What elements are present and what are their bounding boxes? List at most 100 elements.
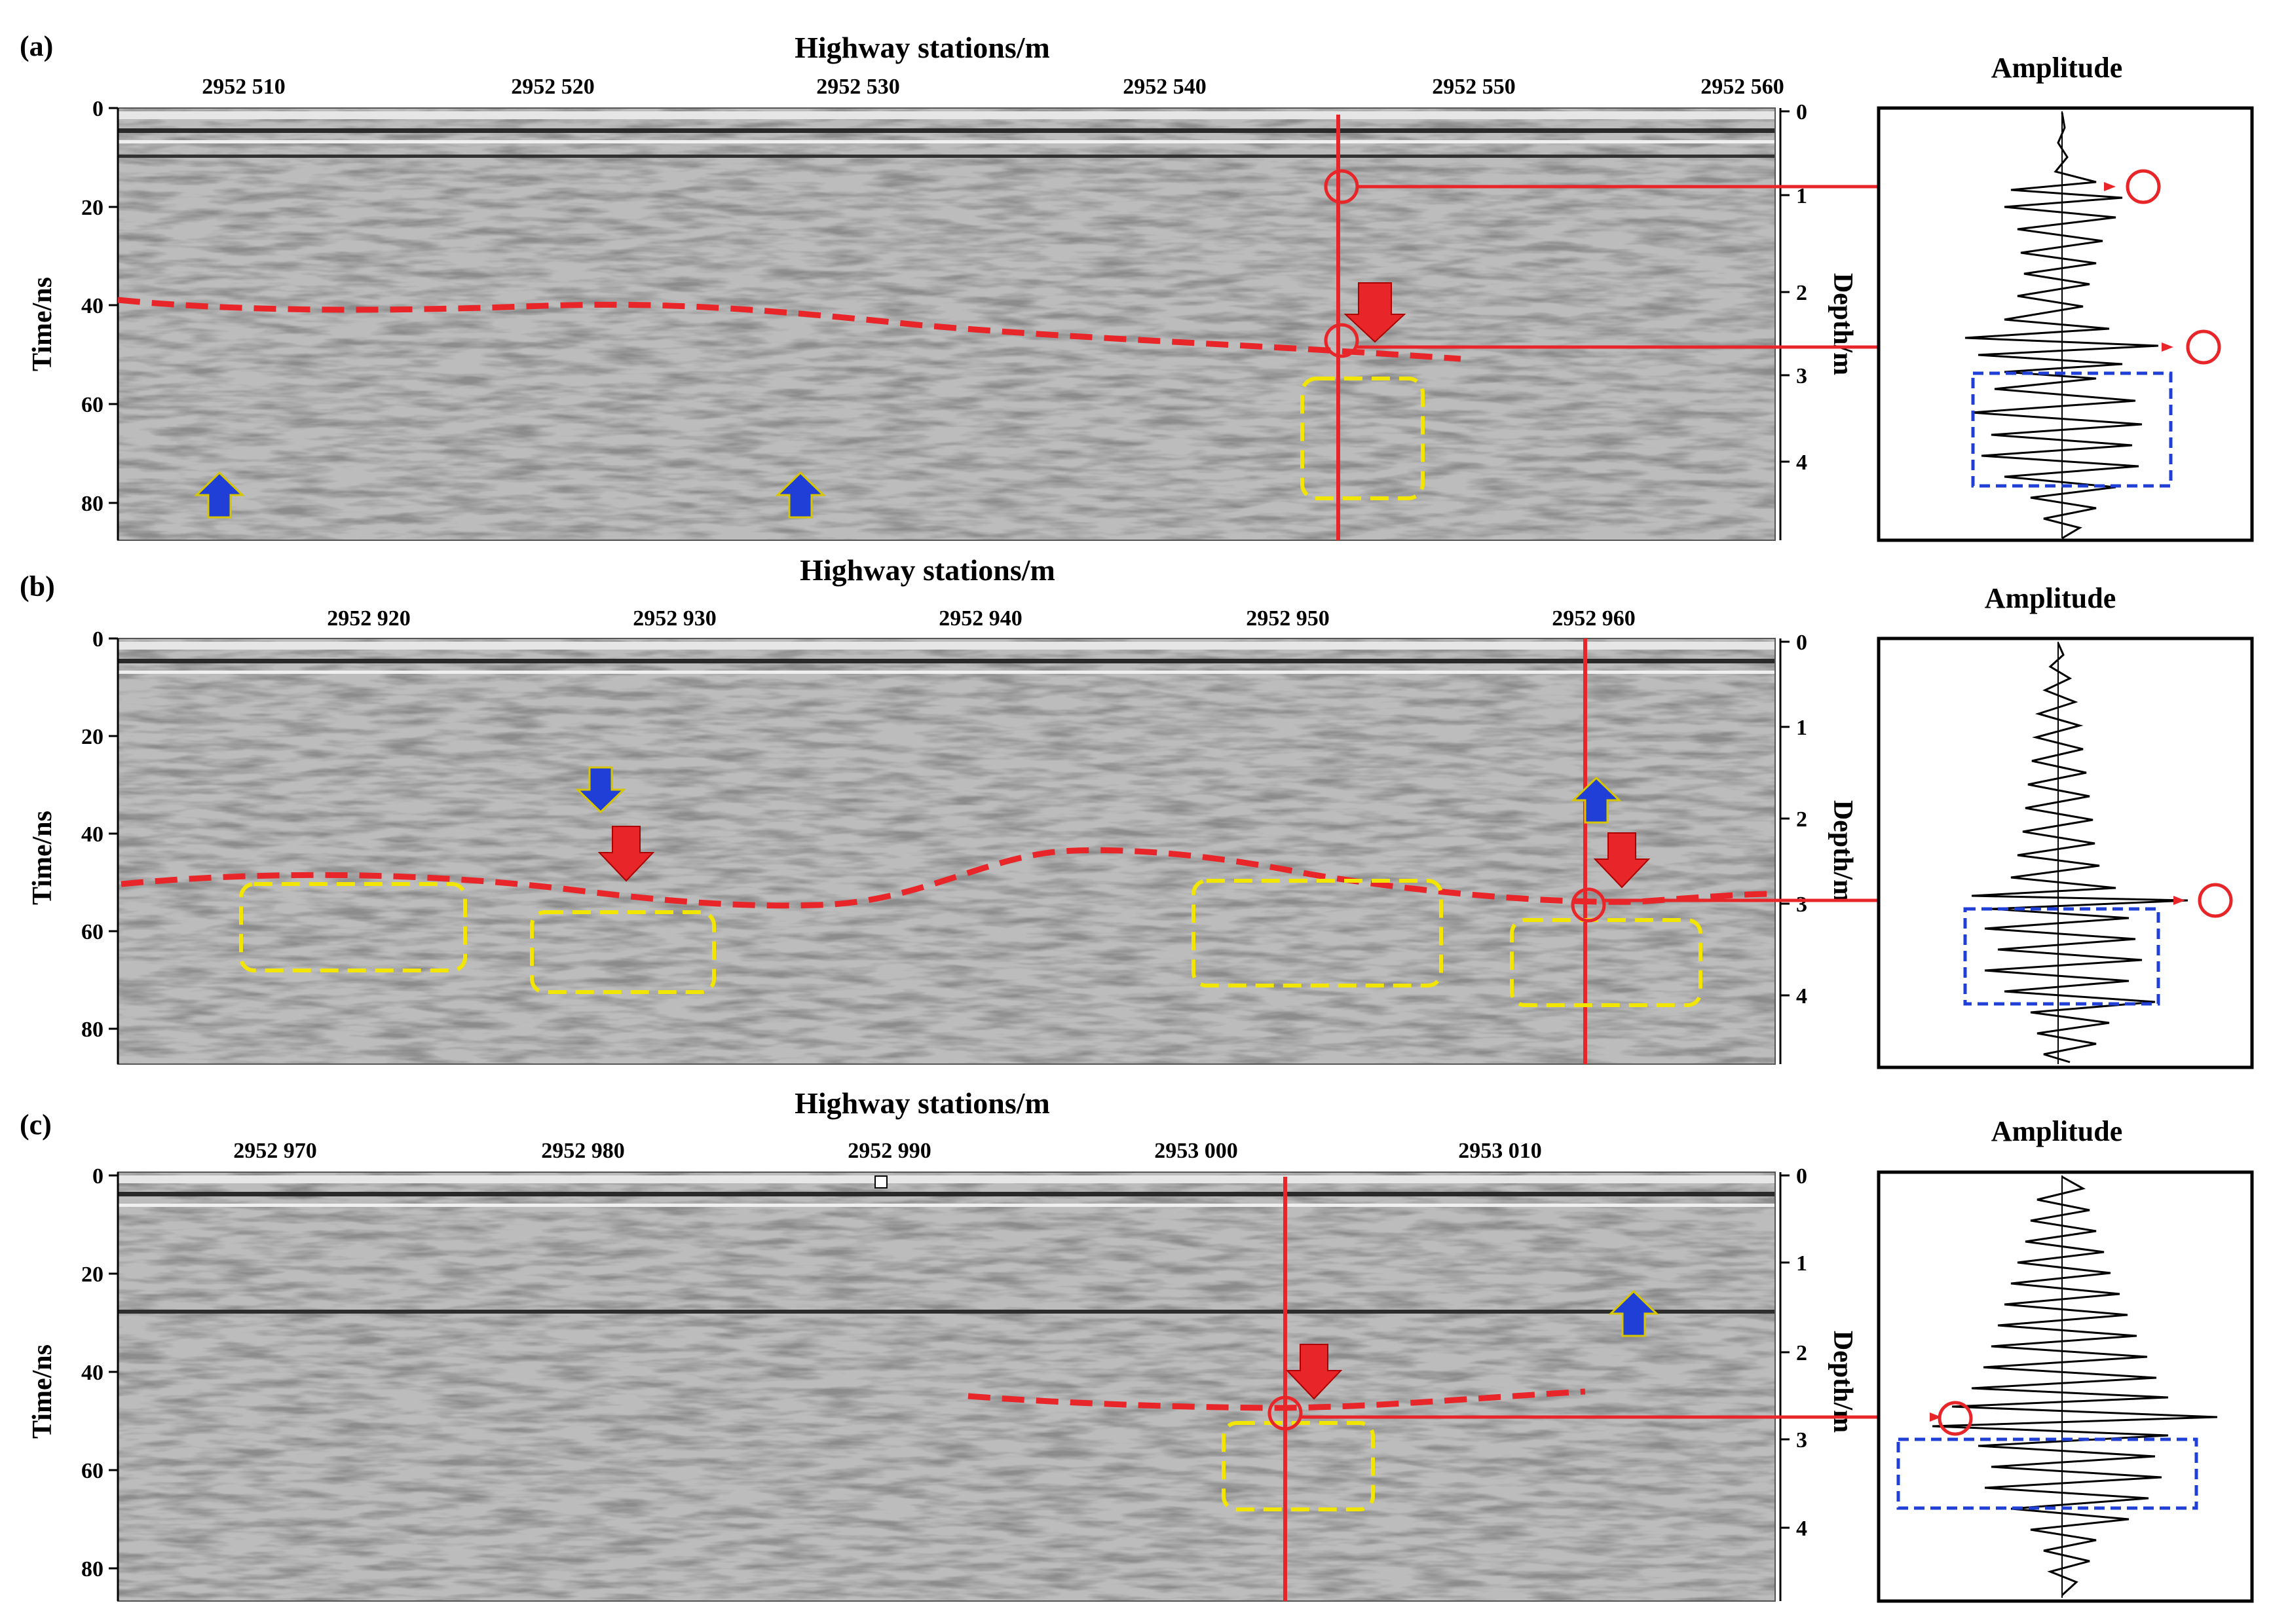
time-tick-label: 40 [81,822,103,847]
station-tick-label: 2952 970 [233,1139,317,1163]
left-time-axis: 0 20 40 60 80 Time/ns [28,97,119,540]
interface-line [117,297,1461,362]
trace-marker-circle [2198,883,2233,918]
panel-b: (b) Highway stations/m 2952 920 2952 930… [20,553,2254,1069]
trace-title: Amplitude [1991,1115,2122,1147]
panel-c: (c) Highway stations/m 2952 970 2952 980… [20,1086,2254,1603]
station-tick-label: 2952 560 [1700,75,1784,99]
depth-tick-label: 4 [1796,451,1807,475]
y-axis-title-time: Time/ns [28,1344,58,1439]
depth-tick-label: 3 [1796,1428,1807,1452]
large-down-arrow [597,826,655,882]
station-tick-label: 2952 940 [939,606,1023,631]
x-axis-title: Highway stations/m [800,553,1055,587]
y-axis-title-depth: Depth/m [1828,273,1858,375]
leader-arrowhead [2104,182,2116,191]
trace-anomaly-box [1971,371,2173,488]
amplitude-trace-inset: Amplitude [1877,1115,2254,1603]
trace-marker-circle [1938,1401,1973,1436]
small-up-arrow [1608,1289,1659,1337]
station-tick-label: 2952 980 [541,1139,625,1163]
time-tick-label: 60 [81,920,103,944]
right-depth-axis: 0 1 2 3 4 Depth/m [1779,631,1858,1064]
small-down-arrow [575,766,626,814]
radargram [117,107,1776,541]
station-tick-label: 2952 510 [202,75,286,99]
amplitude-trace [1964,112,2159,540]
anomaly-box [530,910,716,994]
y-axis-title-time: Time/ns [28,277,58,371]
trace-marker-circle [2126,169,2161,204]
y-axis-title-depth: Depth/m [1828,800,1858,902]
station-tick-label: 2952 540 [1123,75,1207,99]
y-axis-title-time: Time/ns [28,811,58,905]
large-down-arrow [1593,832,1651,889]
large-down-arrow [1343,282,1406,343]
radargram [117,1172,1776,1602]
depth-tick-label: 2 [1796,281,1807,305]
panel-label: (c) [20,1109,52,1141]
time-tick-label: 80 [81,1018,103,1042]
anomaly-box [1192,879,1443,987]
depth-tick-label: 0 [1796,631,1807,655]
station-tick-labels: 2952 510 2952 520 2952 530 2952 540 2952… [202,75,1784,99]
small-up-arrow [1571,776,1622,824]
time-tick-label: 60 [81,393,103,417]
time-tick-label: 40 [81,1361,103,1385]
reflection-marker-circle [1324,323,1359,358]
amplitude-trace-inset: Amplitude [1877,52,2254,542]
station-tick-label: 2952 550 [1432,75,1516,99]
right-depth-axis: 0 1 2 3 4 Depth/m [1779,100,1858,540]
panel-label: (b) [20,570,55,602]
amplitude-trace [1932,1175,2218,1596]
time-tick-label: 20 [81,196,103,220]
time-tick-label: 20 [81,725,103,749]
x-axis-title: Highway stations/m [795,1086,1050,1120]
trace-anomaly-box [1963,907,2160,1006]
small-up-arrow [775,471,826,519]
left-time-axis: 0 20 40 60 80 Time/ns [28,627,119,1064]
anomaly-box [1510,918,1702,1007]
depth-tick-label: 0 [1796,100,1807,124]
time-tick-label: 40 [81,294,103,318]
depth-tick-label: 3 [1796,893,1807,917]
depth-tick-label: 2 [1796,807,1807,832]
amplitude-trace-inset: Amplitude [1877,582,2254,1069]
station-tick-labels: 2952 920 2952 930 2952 940 2952 950 2952… [327,606,1636,631]
depth-tick-label: 0 [1796,1164,1807,1189]
station-tick-label: 2952 920 [327,606,411,631]
station-tick-label: 2952 960 [1552,606,1636,631]
time-tick-label: 0 [92,627,103,652]
leader-arrowhead [2162,342,2173,352]
station-tick-label: 2952 530 [816,75,900,99]
radargram [117,638,1776,1065]
station-tick-label: 2952 520 [511,75,595,99]
panel-a: (a) Highway stations/m 2952 510 2952 520… [20,30,2254,542]
panel-label: (a) [20,30,53,62]
small-up-arrow [194,471,245,519]
depth-tick-label: 2 [1796,1341,1807,1365]
anomaly-box [1300,377,1425,500]
depth-tick-label: 3 [1796,364,1807,388]
station-tick-labels: 2952 970 2952 980 2952 990 2953 000 2953… [233,1139,1542,1163]
trace-title: Amplitude [1991,52,2122,84]
leader-arrowhead [1930,1412,1942,1422]
trace-anomaly-box [1896,1437,2198,1510]
time-tick-label: 20 [81,1263,103,1287]
depth-tick-label: 1 [1796,1251,1807,1276]
anomaly-box [239,882,467,972]
station-tick-label: 2952 990 [848,1139,931,1163]
time-tick-label: 0 [92,97,103,121]
x-axis-title: Highway stations/m [795,31,1050,64]
large-down-arrow [1285,1344,1343,1400]
leader-arrowhead [2173,896,2185,905]
reflection-marker-circle [1267,1395,1303,1431]
left-time-axis: 0 20 40 60 80 Time/ns [28,1164,119,1601]
depth-tick-label: 4 [1796,1517,1807,1541]
depth-tick-label: 1 [1796,184,1807,208]
station-tick-label: 2952 930 [633,606,717,631]
trace-title: Amplitude [1985,582,2116,614]
time-tick-label: 80 [81,1557,103,1581]
station-tick-label: 2953 000 [1154,1139,1238,1163]
